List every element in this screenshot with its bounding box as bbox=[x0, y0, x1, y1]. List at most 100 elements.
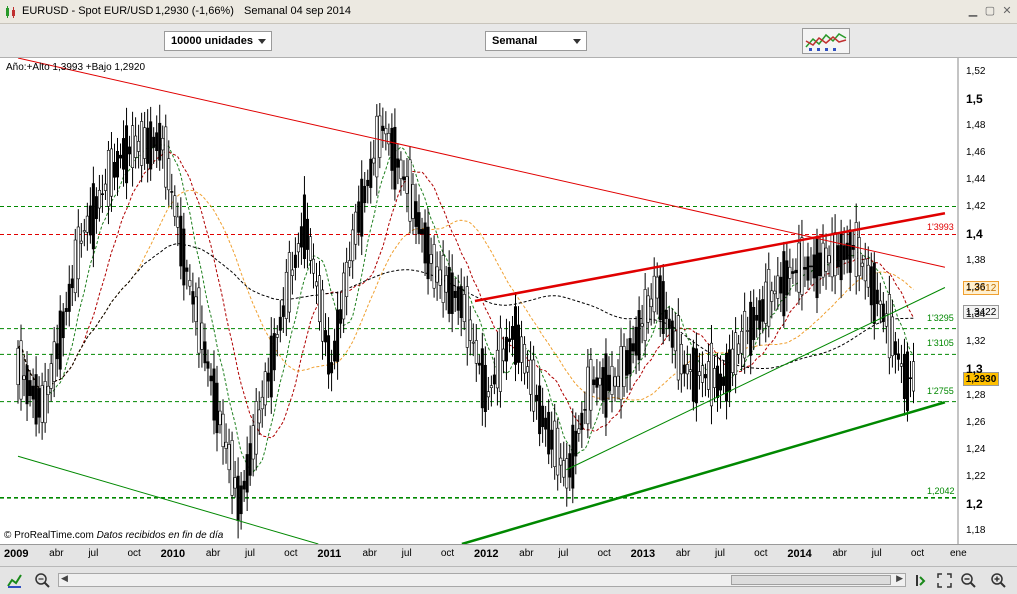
fit-chart-icon[interactable] bbox=[936, 572, 953, 589]
period-select[interactable]: Semanal bbox=[485, 31, 587, 51]
candle-body bbox=[483, 364, 487, 412]
candle-body bbox=[776, 275, 780, 299]
candle-body bbox=[758, 300, 762, 330]
candle-body bbox=[866, 264, 870, 288]
scroll-right-icon[interactable]: ▶ bbox=[896, 573, 903, 583]
credit-text: © ProRealTime.com bbox=[4, 530, 94, 541]
candle-body bbox=[25, 365, 29, 405]
level-label-green-2: 1'3105 bbox=[927, 338, 954, 348]
candle-body bbox=[565, 458, 569, 489]
candle-body bbox=[435, 266, 439, 283]
candle-body bbox=[179, 215, 183, 267]
candle-body bbox=[592, 379, 596, 386]
candle-body bbox=[869, 266, 873, 306]
y-tick-label: 1,26 bbox=[966, 416, 986, 428]
horizontal-scrollbar[interactable]: ◀ ▶ bbox=[58, 573, 906, 587]
candle-body bbox=[43, 381, 47, 424]
y-tick-label: 1,42 bbox=[966, 200, 986, 212]
candle-body bbox=[299, 226, 303, 248]
candle-body bbox=[91, 183, 95, 250]
close-icon[interactable]: ✕ bbox=[1002, 5, 1012, 17]
candle-body bbox=[453, 290, 457, 298]
candle-body bbox=[339, 309, 343, 324]
candle-body bbox=[489, 385, 493, 389]
units-select[interactable]: 10000 unidades bbox=[164, 31, 272, 51]
candle-body bbox=[562, 460, 566, 478]
candle-body bbox=[782, 251, 786, 317]
candle-body bbox=[480, 348, 484, 409]
maximize-icon[interactable]: ▢ bbox=[984, 5, 996, 17]
scroll-left-icon[interactable]: ◀ bbox=[61, 573, 68, 583]
candle-body bbox=[734, 332, 738, 375]
candle-body bbox=[97, 189, 101, 209]
moving-average-green bbox=[17, 143, 914, 473]
candle-body bbox=[610, 365, 614, 395]
candle-body bbox=[432, 244, 436, 289]
candle-body bbox=[887, 294, 891, 359]
level-label-red: 1'3993 bbox=[927, 222, 954, 232]
candle-body bbox=[800, 237, 804, 295]
price-chart[interactable] bbox=[0, 57, 1017, 546]
candle-body bbox=[743, 310, 747, 359]
candle-body bbox=[266, 372, 270, 382]
candle-body bbox=[504, 336, 508, 362]
x-month-label: ene bbox=[950, 548, 967, 559]
candle-body bbox=[305, 218, 309, 250]
candle-body bbox=[601, 367, 605, 401]
candle-body bbox=[670, 320, 674, 348]
price-axis-panel bbox=[958, 58, 1017, 544]
candle-body bbox=[872, 262, 876, 324]
candle-body bbox=[652, 275, 656, 313]
candle-body bbox=[495, 349, 499, 389]
candle-body bbox=[824, 247, 828, 272]
chevron-down-icon bbox=[258, 39, 266, 44]
candle-body bbox=[631, 343, 635, 352]
candle-body bbox=[170, 191, 174, 193]
candle-body bbox=[691, 347, 695, 402]
candle-body bbox=[833, 232, 837, 277]
candle-body bbox=[770, 290, 774, 302]
candle-body bbox=[679, 343, 683, 375]
candle-body bbox=[125, 125, 129, 184]
candle-body bbox=[791, 271, 795, 274]
candle-body bbox=[381, 125, 385, 131]
candle-body bbox=[682, 364, 686, 374]
candle-body bbox=[722, 376, 726, 386]
indicators-icon bbox=[805, 33, 847, 51]
candle-body bbox=[112, 161, 116, 178]
candle-body bbox=[100, 193, 104, 195]
x-month-label: oct bbox=[597, 548, 611, 559]
scrollbar-thumb[interactable] bbox=[731, 575, 891, 585]
candle-body bbox=[58, 310, 62, 370]
candle-body bbox=[462, 294, 466, 322]
zoom-in-icon[interactable] bbox=[990, 572, 1007, 589]
candle-body bbox=[818, 252, 822, 277]
candle-body bbox=[212, 368, 216, 421]
candle-body bbox=[893, 341, 897, 355]
candle-body bbox=[634, 326, 638, 356]
last-price-title: 1,2930 (-1,66%) bbox=[155, 5, 234, 17]
candle-body bbox=[513, 306, 517, 365]
candle-body bbox=[85, 215, 89, 233]
candle-body bbox=[613, 376, 617, 387]
candle-body bbox=[851, 245, 855, 250]
candle-body bbox=[146, 127, 150, 164]
candle-body bbox=[447, 266, 451, 314]
ma-orange-price-tag: 1,3612 bbox=[963, 281, 999, 295]
chart-type-icon[interactable] bbox=[6, 572, 23, 589]
jump-to-end-icon[interactable] bbox=[913, 572, 930, 589]
x-month-label: abr bbox=[205, 548, 221, 559]
minimize-icon[interactable]: ▁ bbox=[968, 5, 978, 17]
candle-body bbox=[498, 327, 502, 392]
candle-body bbox=[740, 330, 744, 354]
zoom-settings-icon[interactable] bbox=[34, 572, 51, 589]
candle-body bbox=[405, 176, 409, 194]
zoom-out-icon[interactable] bbox=[960, 572, 977, 589]
x-year-label: 2012 bbox=[474, 548, 499, 560]
candle-body bbox=[64, 308, 68, 312]
candle-body bbox=[640, 323, 644, 327]
title-bar: EURUSD - Spot EUR/USD 1,2930 (-1,66%) Se… bbox=[0, 0, 1017, 24]
candle-body bbox=[227, 444, 231, 471]
candle-body bbox=[37, 388, 41, 418]
indicators-button[interactable] bbox=[802, 28, 850, 54]
